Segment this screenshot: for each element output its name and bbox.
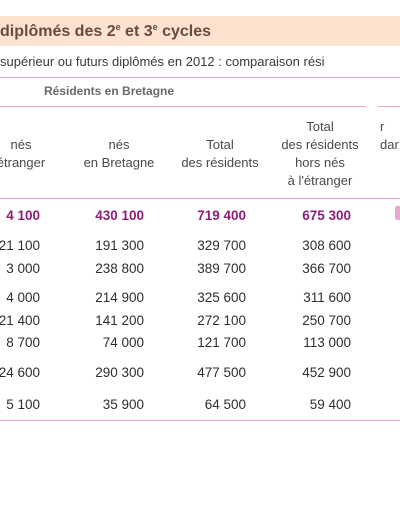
table-cell: 308 600 bbox=[302, 238, 351, 253]
column-header-line: nés bbox=[10, 137, 32, 152]
table-cell: 290 300 bbox=[95, 365, 144, 380]
table-cell: 238 800 bbox=[95, 261, 144, 276]
column-header-line: dar bbox=[380, 137, 399, 152]
table-cell: 3 000 bbox=[6, 261, 40, 276]
table-cell: 329 700 bbox=[197, 238, 246, 253]
table-cell: 311 600 bbox=[303, 290, 351, 305]
column-header: nés étranger bbox=[0, 136, 52, 172]
top-rule bbox=[0, 77, 400, 78]
table-cell: 64 500 bbox=[204, 397, 246, 412]
table-cell: 325 600 bbox=[197, 290, 246, 305]
column-header-line: à l'étranger bbox=[287, 173, 353, 188]
column-header-line: des résidents bbox=[181, 155, 259, 170]
bottom-rule bbox=[0, 420, 400, 421]
table-cell: 121 700 bbox=[197, 335, 246, 350]
table-subtitle: supérieur ou futurs diplômés en 2012 : c… bbox=[0, 54, 325, 69]
table-cell: 113 000 bbox=[303, 335, 351, 350]
column-header: Total des résidents bbox=[172, 136, 268, 172]
table-cell: 214 900 bbox=[95, 290, 144, 305]
table-cell: 366 700 bbox=[302, 261, 351, 276]
column-header-line: des résidents bbox=[281, 137, 359, 152]
column-header-line: r bbox=[380, 119, 385, 134]
total-row-cell: 675 300 bbox=[302, 208, 351, 223]
group-rule-right bbox=[378, 106, 400, 107]
column-header-line: nés bbox=[108, 137, 130, 152]
table-title: diplômés des 2e et 3e cycles bbox=[0, 22, 212, 40]
total-row-cell: 719 400 bbox=[197, 208, 246, 223]
column-header-line: étranger bbox=[0, 155, 46, 170]
title-band bbox=[0, 16, 400, 46]
table-cell: 389 700 bbox=[197, 261, 246, 276]
table-cell: 452 900 bbox=[302, 365, 351, 380]
table-cell: 8 700 bbox=[6, 335, 40, 350]
table-cell: 59 400 bbox=[309, 397, 351, 412]
table-cell: 141 200 bbox=[95, 313, 144, 328]
total-row-cell: 430 100 bbox=[95, 208, 144, 223]
table-cell: 74 000 bbox=[102, 335, 144, 350]
column-header-line: en Bretagne bbox=[83, 155, 155, 170]
column-header: r dar bbox=[380, 118, 400, 154]
table-cell: 21 400 bbox=[0, 313, 40, 328]
column-header: Total des résidents hors nés à l'étranger bbox=[272, 118, 368, 190]
table-cell: 250 700 bbox=[302, 313, 351, 328]
table-cell: 4 000 bbox=[6, 290, 40, 305]
table-cell: 191 300 bbox=[95, 238, 144, 253]
table-cell: 5 100 bbox=[6, 397, 40, 412]
table-cell: 272 100 bbox=[197, 313, 246, 328]
group-header-residents: Résidents en Bretagne bbox=[44, 84, 175, 98]
group-rule bbox=[0, 106, 366, 107]
accent-mark bbox=[395, 206, 400, 220]
column-header-line: Total bbox=[306, 119, 334, 134]
column-header: nés en Bretagne bbox=[74, 136, 164, 172]
column-header-line: Total bbox=[206, 137, 234, 152]
table-cell: 24 600 bbox=[0, 365, 40, 380]
table-cell: 477 500 bbox=[197, 365, 246, 380]
table-cell: 35 900 bbox=[102, 397, 144, 412]
table-cell: 21 100 bbox=[0, 238, 40, 253]
header-rule bbox=[0, 198, 400, 199]
column-header-line: hors nés bbox=[295, 155, 345, 170]
total-row-cell: 4 100 bbox=[6, 208, 40, 223]
